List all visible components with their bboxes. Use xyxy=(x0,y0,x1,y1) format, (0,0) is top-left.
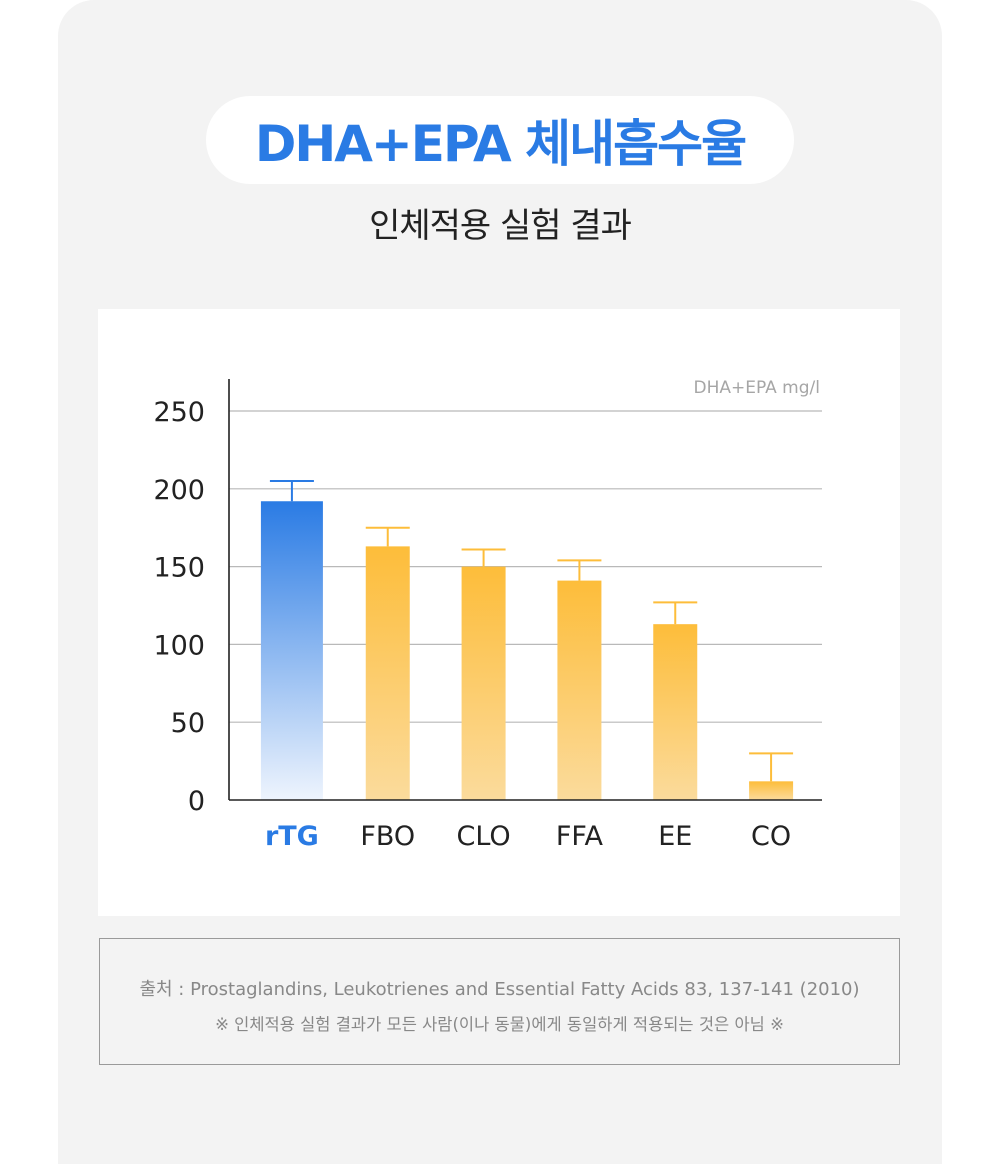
disclaimer-note: ※ 인체적용 실험 결과가 모든 사람(이나 동물)에게 동일하게 적용되는 것… xyxy=(215,1015,784,1034)
y-tick-label: 200 xyxy=(153,475,205,506)
bar-co xyxy=(749,781,794,800)
chart-title: DHA+EPA 체내흡수율 xyxy=(254,115,747,173)
y-tick-label: 100 xyxy=(153,630,205,661)
source-box: 출처 : Prostaglandins, Leukotrienes and Es… xyxy=(99,938,900,1065)
x-tick-label: FBO xyxy=(360,821,415,852)
unit-label: DHA+EPA mg/l xyxy=(694,378,821,398)
bar-chart: 0 50 100 150 200 250 DHA+EPA mg/l rTG FBO CLO FFA E… xyxy=(153,378,822,852)
bar-clo xyxy=(461,566,506,800)
chart-subtitle: 인체적용 실험 결과 xyxy=(369,206,632,246)
x-tick-label: rTG xyxy=(265,821,319,852)
x-tick-label: CO xyxy=(751,821,791,852)
source-citation: 출처 : Prostaglandins, Leukotrienes and Es… xyxy=(139,979,860,1000)
bar-fbo xyxy=(365,546,410,800)
bar-ee xyxy=(653,624,698,800)
y-tick-label: 0 xyxy=(188,786,205,817)
bar-rtg xyxy=(260,501,323,800)
y-tick-label: 150 xyxy=(153,553,205,584)
y-tick-label: 250 xyxy=(153,397,205,428)
x-tick-label: EE xyxy=(658,821,692,852)
chart-panel: 0 50 100 150 200 250 DHA+EPA mg/l rTG FBO CLO FFA E… xyxy=(98,309,900,916)
x-tick-label: FFA xyxy=(556,821,604,852)
x-tick-label: CLO xyxy=(456,821,510,852)
y-tick-label: 50 xyxy=(171,708,205,739)
title-pill: DHA+EPA 체내흡수율 xyxy=(206,96,794,184)
bar-ffa xyxy=(557,580,602,800)
